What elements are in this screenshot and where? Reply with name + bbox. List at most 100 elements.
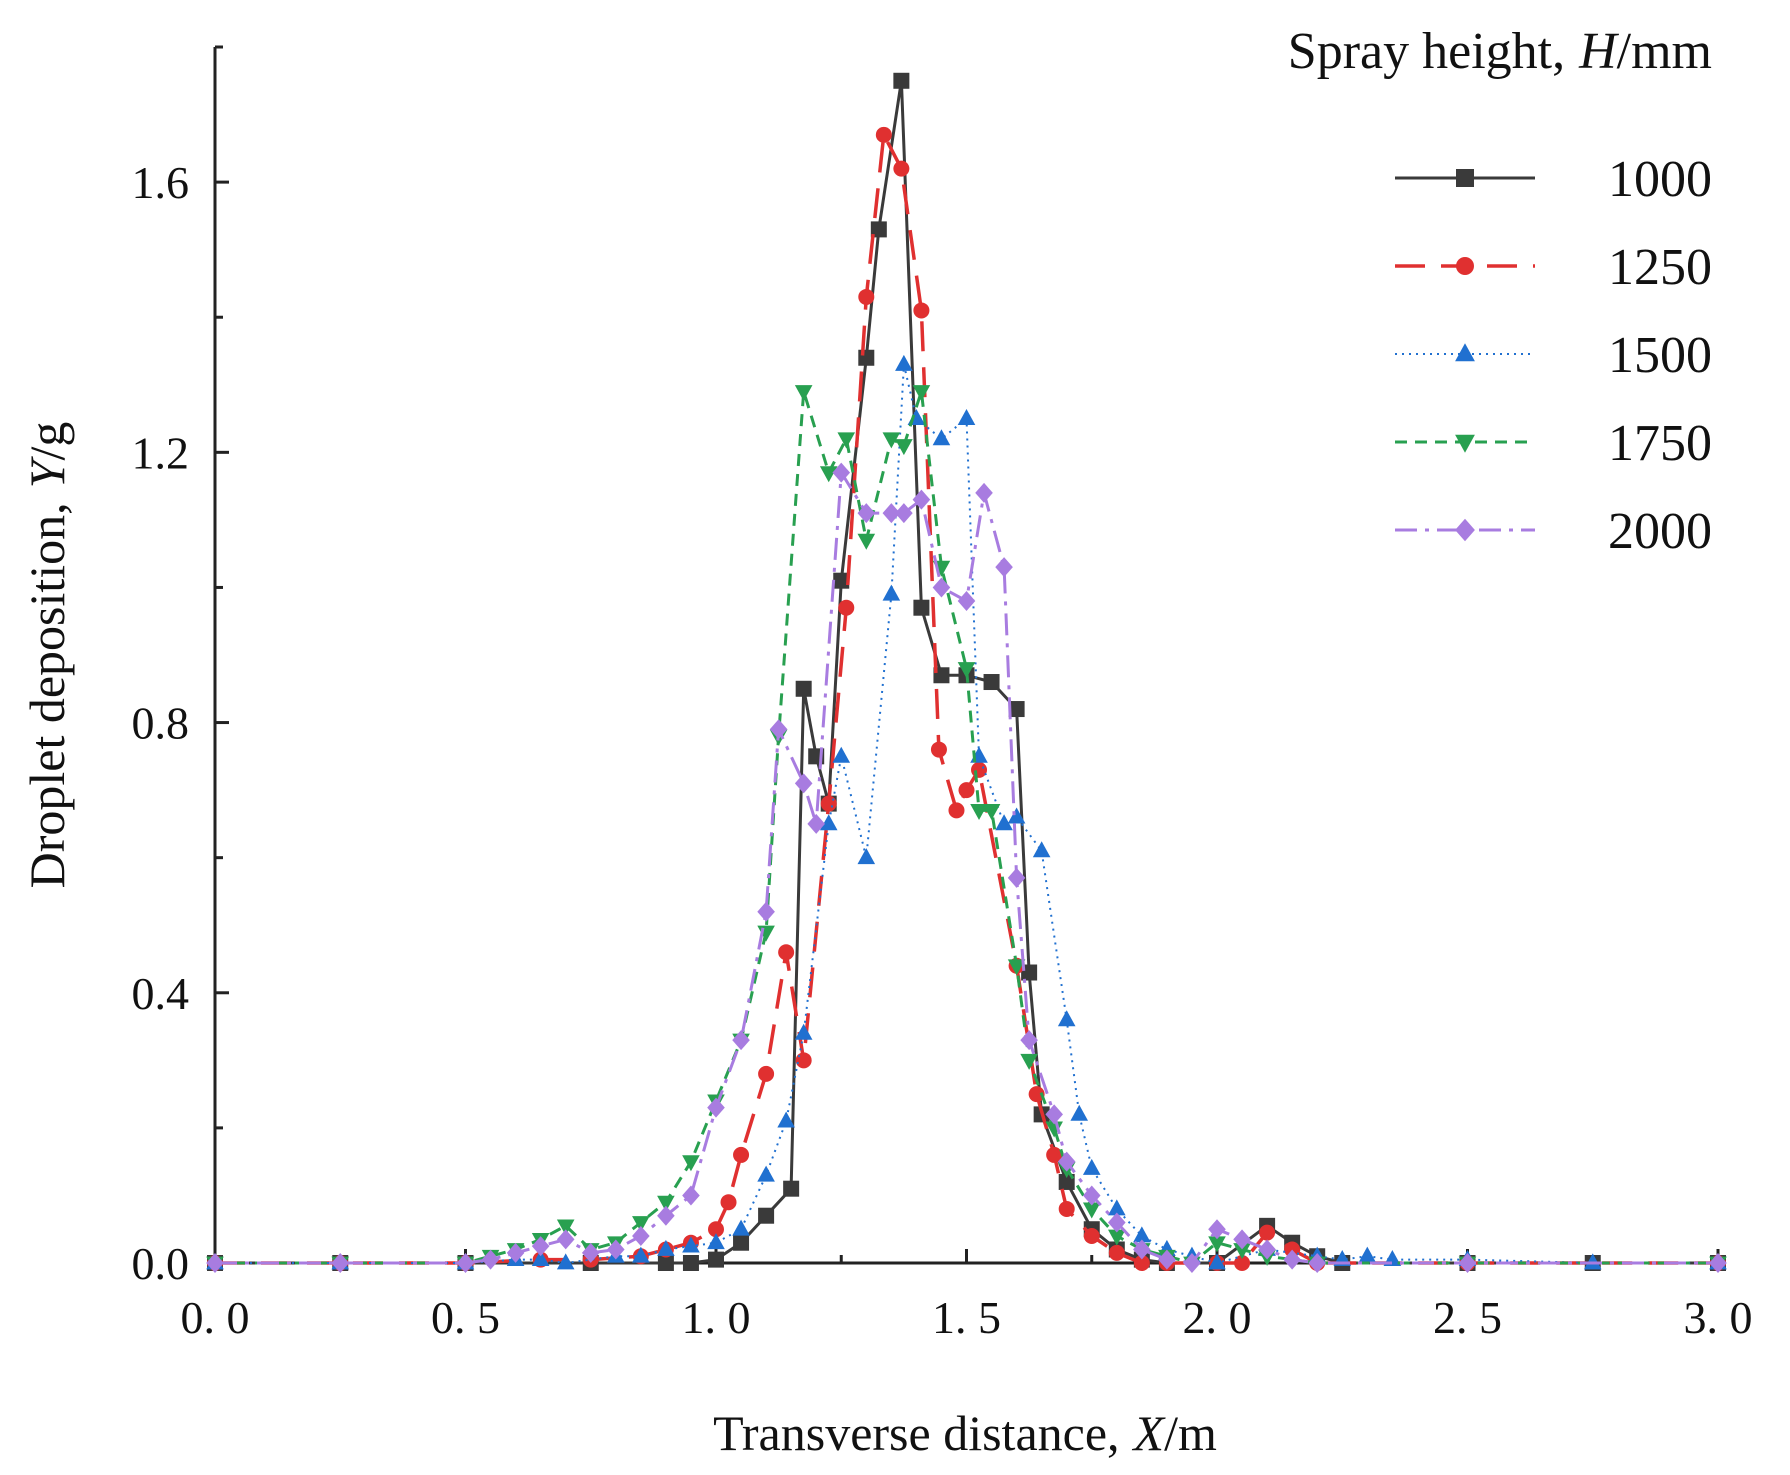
data-point (882, 503, 901, 524)
series-1750 (206, 385, 1727, 1273)
data-point (1021, 964, 1038, 981)
data-point (1709, 1253, 1727, 1273)
data-point (506, 1242, 525, 1263)
series-line-1750 (215, 390, 1718, 1265)
y-axis-title-unit: /g (19, 422, 75, 461)
legend-title-variable: H (1578, 23, 1619, 80)
data-point (1008, 701, 1025, 718)
data-point (1208, 1236, 1226, 1253)
legend-entry-1750: 1750 (1395, 415, 1712, 472)
data-point (732, 1219, 750, 1236)
y-axis-ticks: 0.0 0.4 0.8 1.2 1.6 (132, 45, 229, 1289)
data-point (1045, 1104, 1063, 1125)
data-point (837, 432, 856, 449)
x-tick-label: 1. 5 (932, 1292, 1001, 1343)
legend-marker (1455, 434, 1475, 453)
data-point (657, 1205, 675, 1226)
data-point (893, 72, 910, 89)
data-point (957, 590, 976, 611)
data-point (531, 1236, 550, 1257)
data-point (957, 408, 976, 425)
data-point (932, 429, 951, 446)
data-point (895, 354, 913, 371)
data-point (913, 599, 930, 616)
data-point (1208, 1253, 1226, 1270)
data-point (481, 1249, 500, 1270)
data-point (778, 944, 795, 961)
data-point (895, 503, 913, 524)
legend-label: 1500 (1608, 327, 1712, 384)
data-point (838, 599, 855, 616)
data-point (819, 466, 838, 483)
x-axis-title-variable: X (1132, 1405, 1167, 1461)
data-point (819, 814, 838, 831)
data-point (1233, 1243, 1251, 1260)
data-point (982, 803, 1001, 820)
x-axis-title: Transverse distance, X/m (713, 1405, 1217, 1461)
x-tick-label: 1. 0 (682, 1292, 751, 1343)
legend-label: 1750 (1608, 415, 1712, 472)
data-point (1058, 1200, 1075, 1217)
data-point (971, 761, 988, 778)
data-point (1007, 867, 1026, 888)
x-tick-label: 0. 0 (181, 1292, 250, 1343)
data-point (820, 795, 837, 812)
data-point (1020, 1053, 1038, 1070)
data-point (657, 1195, 675, 1212)
data-point (1308, 1253, 1326, 1273)
series-line-1500 (215, 363, 1718, 1264)
x-tick-label: 3. 0 (1684, 1292, 1753, 1343)
data-point (1108, 1199, 1126, 1216)
legend: Spray height, H/mm 1000 1250 1500 1750 2000 (1288, 23, 1712, 560)
data-point (556, 1229, 575, 1250)
data-point (531, 1250, 550, 1267)
data-point (682, 1185, 700, 1206)
y-tick-label: 0.0 (132, 1238, 190, 1289)
data-point (708, 1251, 724, 1268)
data-point (858, 288, 875, 305)
data-point (1057, 1151, 1076, 1172)
data-point (807, 813, 825, 834)
data-point (858, 349, 875, 366)
y-axis-title-variable: Y (19, 455, 75, 488)
series-line-1250 (215, 133, 1718, 1265)
series-1250 (207, 126, 1726, 1271)
data-point (657, 1239, 675, 1256)
y-tick-label: 0.4 (132, 968, 190, 1019)
data-point (913, 302, 930, 319)
data-point (895, 439, 913, 456)
data-point (1108, 1244, 1125, 1261)
data-point (758, 1207, 775, 1224)
x-axis-title-unit: /m (1164, 1405, 1217, 1461)
data-point (1258, 1239, 1276, 1260)
legend-label: 1250 (1608, 239, 1712, 296)
data-point (832, 462, 851, 483)
legend-entry-1000: 1000 (1395, 151, 1712, 208)
legend-marker (1456, 169, 1474, 187)
data-point (882, 432, 901, 449)
data-point (857, 533, 876, 550)
x-tick-label: 2. 0 (1183, 1292, 1252, 1343)
data-point (1133, 1255, 1150, 1271)
legend-marker (1456, 257, 1474, 275)
data-point (733, 1234, 750, 1251)
legend-marker (1455, 343, 1475, 362)
data-point (1082, 1185, 1101, 1206)
data-point (1046, 1146, 1063, 1163)
data-point (794, 385, 813, 402)
data-point (795, 1052, 812, 1069)
data-point (958, 782, 975, 799)
data-point (757, 1165, 775, 1182)
data-point (733, 1146, 750, 1163)
data-point (707, 1097, 725, 1118)
data-point (657, 1255, 674, 1271)
data-point (682, 1155, 700, 1172)
data-point (1083, 1227, 1100, 1244)
data-point (932, 577, 951, 598)
data-point (1058, 1173, 1075, 1190)
x-axis-title-main: Transverse distance, (713, 1405, 1119, 1461)
data-point (970, 803, 988, 820)
data-point (1284, 1241, 1301, 1258)
legend-label: 2000 (1608, 503, 1712, 560)
